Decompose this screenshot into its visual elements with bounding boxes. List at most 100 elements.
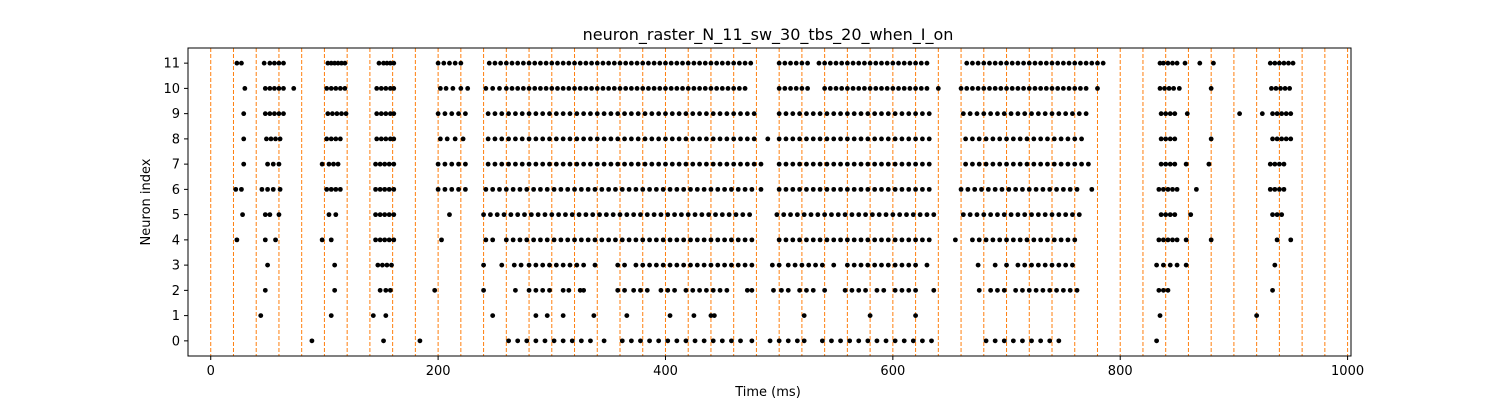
spike-point (975, 262, 981, 268)
spike-point (649, 111, 655, 117)
spike-point (850, 85, 856, 91)
spike-point (565, 186, 571, 192)
spike-point (865, 186, 871, 192)
spike-point (970, 60, 975, 66)
spike-point (668, 60, 674, 66)
spike-point (790, 186, 796, 192)
spike-point (319, 237, 325, 243)
spike-point (683, 136, 689, 142)
spike-point (694, 186, 700, 192)
spike-point (884, 85, 890, 91)
spike-point (690, 136, 696, 142)
spike-point (268, 136, 274, 142)
spike-point (979, 186, 984, 192)
spike-point (234, 60, 240, 66)
spike-point (1197, 60, 1203, 66)
spike-point (656, 111, 662, 117)
spike-point (556, 212, 562, 218)
spike-point (997, 136, 1003, 142)
spike-point (619, 186, 625, 192)
spike-point (790, 111, 796, 117)
spike-point (681, 186, 687, 192)
spike-point (910, 338, 916, 344)
spike-point (805, 85, 810, 91)
spike-point (838, 186, 843, 192)
spike-point (653, 262, 659, 268)
spike-point (797, 237, 803, 243)
spike-point (657, 85, 663, 91)
spike-point (838, 136, 843, 142)
spike-point (810, 237, 816, 243)
spike-point (665, 338, 671, 344)
spike-point (334, 111, 340, 117)
spike-point (788, 60, 793, 66)
spike-point (594, 161, 600, 167)
spike-point (553, 262, 559, 268)
spike-point (651, 60, 657, 66)
spike-point (569, 212, 575, 218)
spike-point (601, 161, 607, 167)
spike-point (863, 287, 868, 293)
spike-point (1004, 60, 1009, 66)
spike-point (931, 287, 937, 293)
spike-point (391, 237, 397, 243)
y-tick-label: 7 (172, 158, 180, 173)
spike-point (560, 338, 566, 344)
spike-point (899, 186, 905, 192)
spike-point (1020, 338, 1025, 344)
spike-point (387, 85, 393, 91)
spike-point (742, 60, 748, 66)
spike-point (506, 338, 511, 344)
spike-point (917, 212, 923, 218)
spike-point (581, 161, 587, 167)
spike-point (1072, 85, 1078, 91)
spike-point (822, 212, 828, 218)
spike-point (1032, 85, 1038, 91)
spike-point (329, 111, 335, 117)
spike-point (370, 313, 376, 319)
spike-point (1060, 287, 1066, 293)
spike-point (642, 161, 648, 167)
spike-point (1026, 85, 1032, 91)
spike-point (1183, 237, 1189, 243)
spike-point (1070, 212, 1075, 218)
spike-point (325, 111, 331, 117)
spike-point (1165, 60, 1171, 66)
spike-point (391, 212, 397, 218)
spike-point (1045, 237, 1050, 243)
spike-point (331, 161, 336, 167)
spike-point (729, 186, 734, 192)
spike-point (1055, 85, 1061, 91)
spike-point (714, 85, 720, 91)
spike-point (697, 161, 702, 167)
spike-point (913, 85, 918, 91)
spike-point (690, 111, 696, 117)
spike-point (273, 136, 278, 142)
spike-point (1083, 85, 1089, 91)
spike-point (328, 85, 334, 91)
spike-point (581, 111, 587, 117)
spike-point (749, 186, 755, 192)
spike-point (437, 85, 443, 91)
spike-point (1038, 161, 1044, 167)
spike-point (1183, 262, 1189, 268)
spike-point (1156, 237, 1162, 243)
spike-point (333, 85, 339, 91)
spike-point (486, 60, 492, 66)
spike-point (1054, 287, 1059, 293)
spike-point (1078, 60, 1083, 66)
spike-point (717, 287, 723, 293)
spike-point (749, 262, 755, 268)
spike-point (731, 136, 737, 142)
spike-point (1042, 262, 1048, 268)
spike-point (281, 111, 286, 117)
spike-point (588, 136, 593, 142)
spike-point (976, 136, 982, 142)
spike-point (1270, 111, 1275, 117)
spike-point (995, 212, 1000, 218)
spike-point (1208, 136, 1214, 142)
spike-point (1172, 212, 1178, 218)
spike-point (960, 212, 966, 218)
spike-point (626, 237, 632, 243)
spike-point (1042, 212, 1048, 218)
